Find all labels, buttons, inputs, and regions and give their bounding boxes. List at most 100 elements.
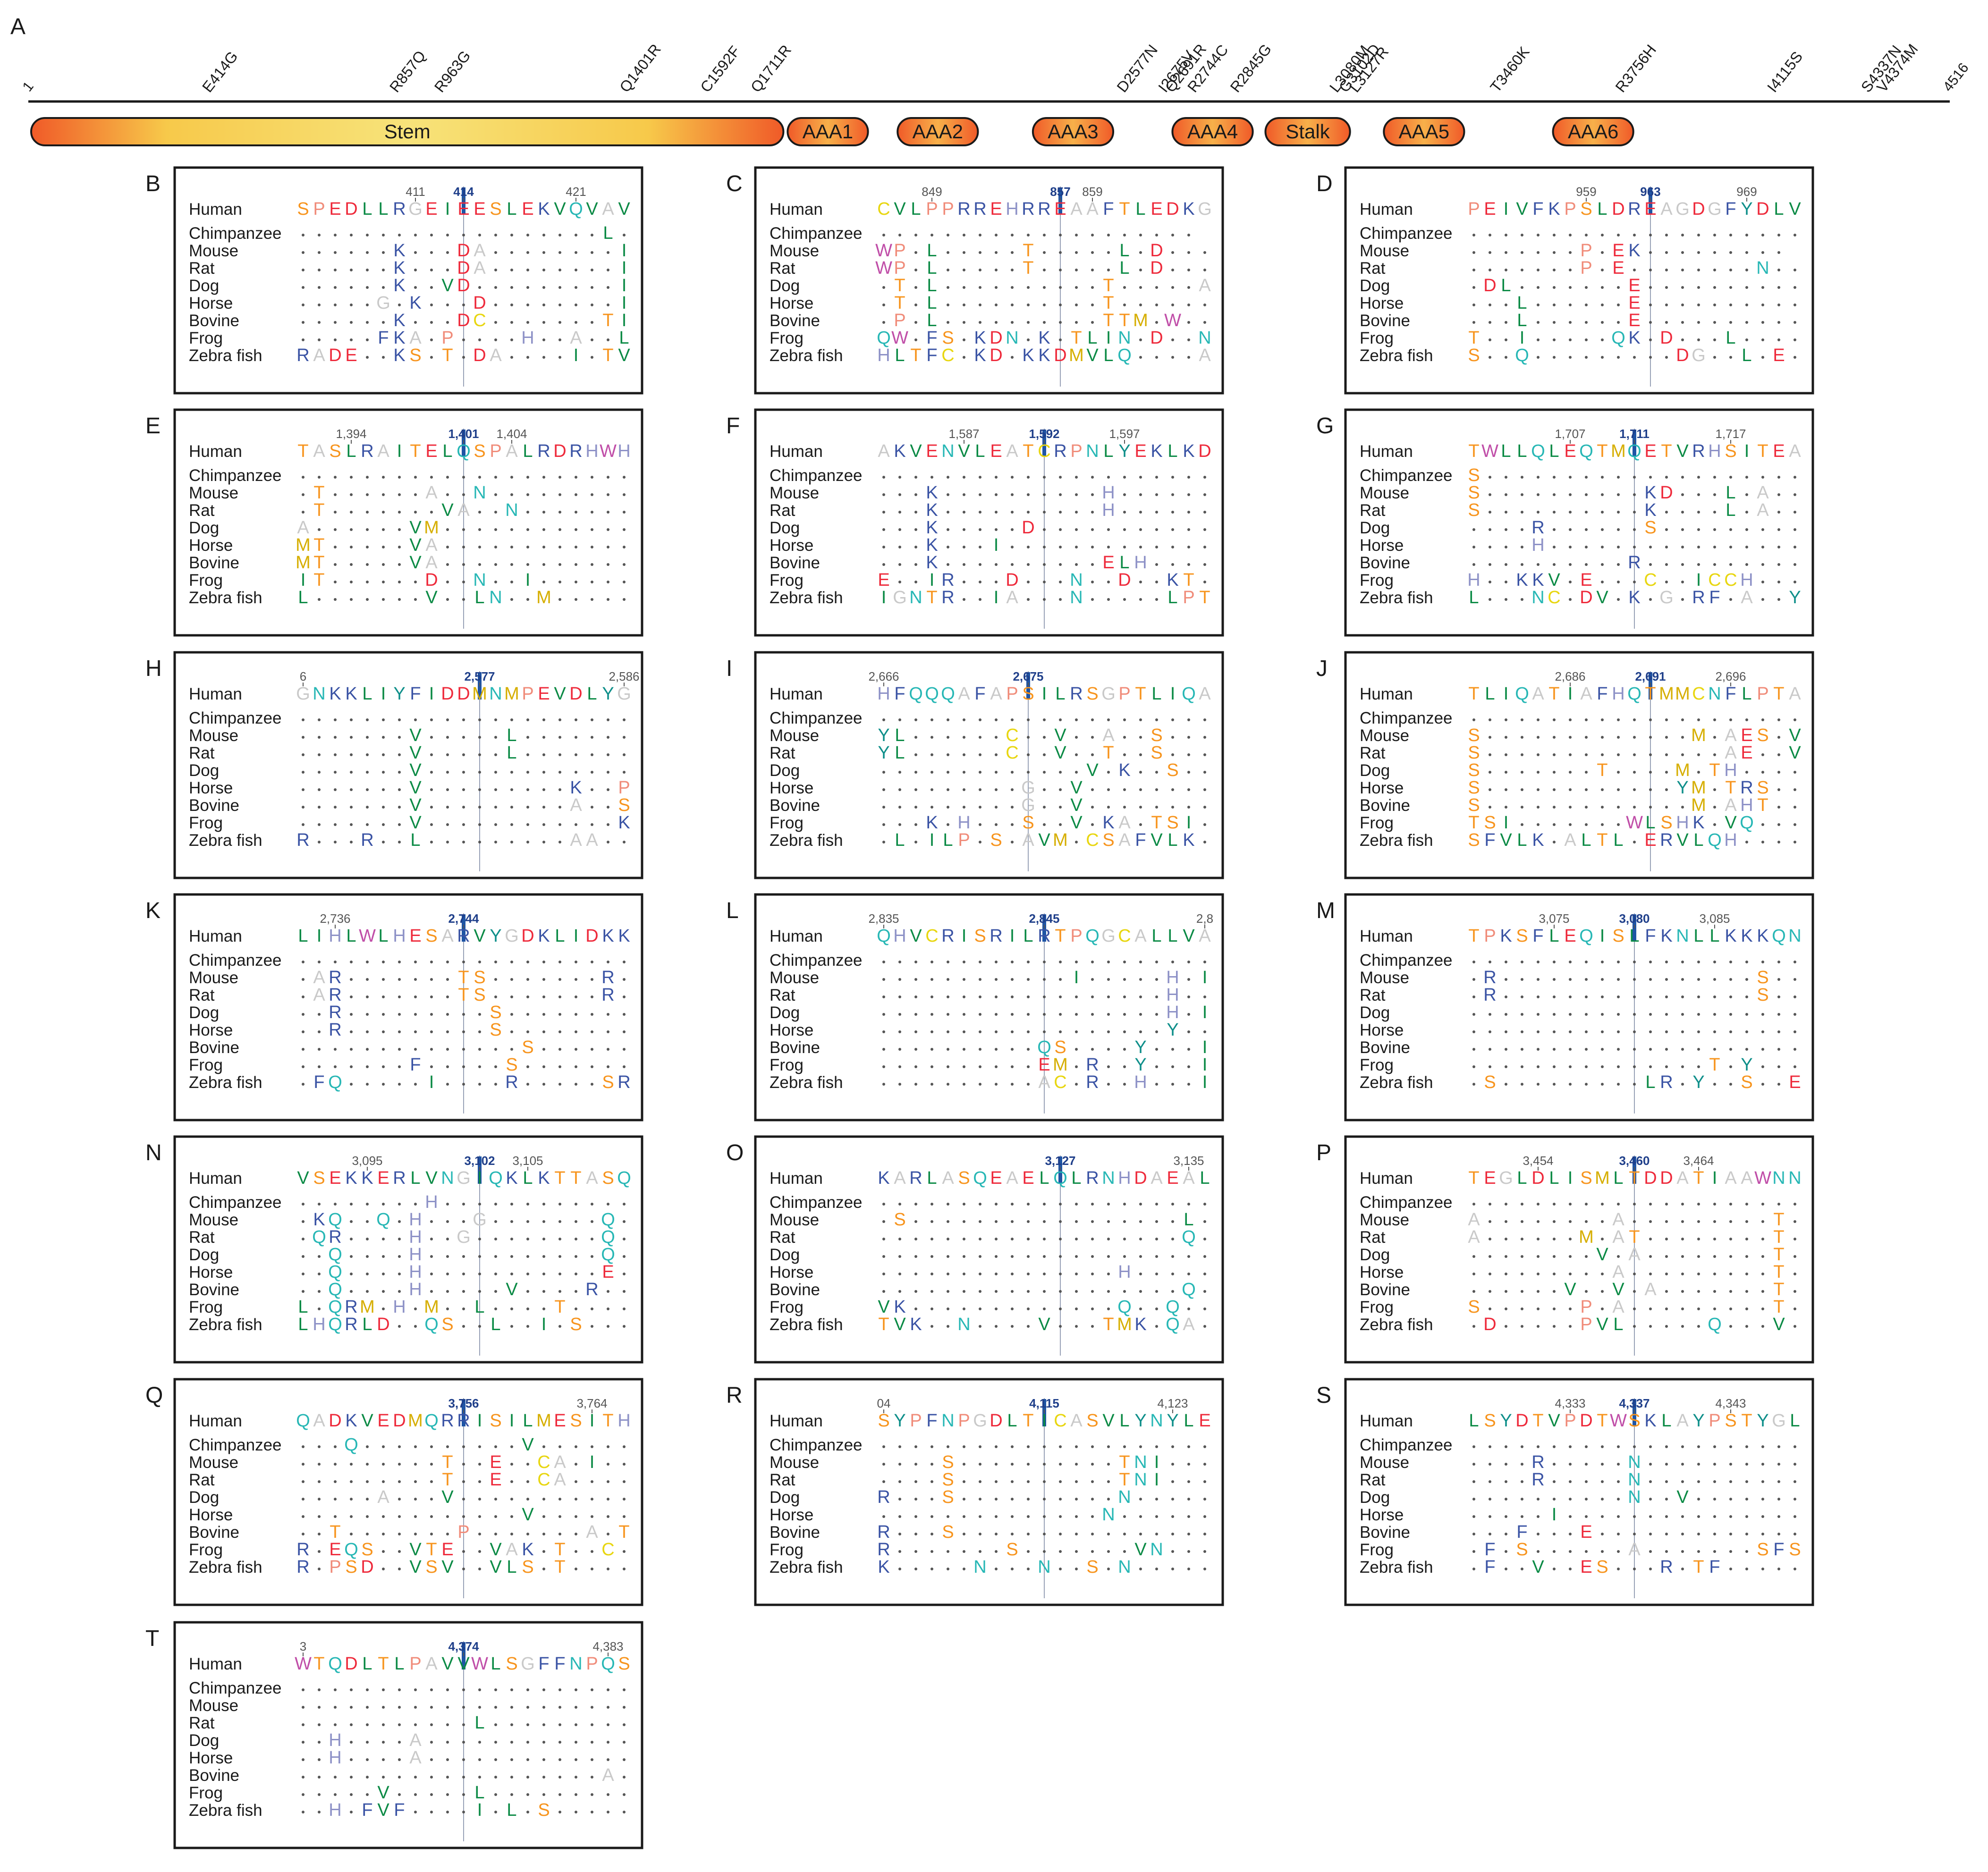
identity-dot [1617,753,1620,756]
identity-dot [1091,961,1094,963]
identity-dot [1107,269,1110,271]
residue: S [361,1540,373,1560]
identity-dot [334,598,337,601]
identity-dot [1203,304,1206,306]
residue: L [1485,684,1495,704]
identity-dot [979,1048,981,1051]
residue: M [1069,346,1084,365]
residue: L [1726,328,1735,348]
identity-dot [1139,511,1142,514]
position-tick-label: 2,8 [1196,911,1213,926]
species-label: Frog [770,814,804,832]
residue: P [1118,684,1130,704]
residue: R [1086,1168,1099,1188]
identity-dot [1139,718,1142,721]
identity-dot [1665,1238,1668,1240]
residue: F [974,684,985,704]
identity-dot [382,493,385,496]
identity-dot [366,978,369,981]
identity-dot [542,286,545,289]
identity-dot [607,251,609,254]
identity-dot [1203,841,1206,843]
residue: T [1773,1245,1784,1265]
residue: M [1053,1055,1068,1075]
identity-dot [1601,736,1604,739]
identity-dot [366,718,369,721]
identity-dot [914,321,917,324]
identity-dot [607,806,609,809]
identity-dot [1537,1325,1540,1328]
residue: W [1626,813,1643,833]
identity-dot [462,1463,465,1466]
identity-dot [1617,1515,1620,1518]
identity-dot [882,1238,885,1240]
identity-dot [898,806,901,809]
identity-dot [1793,841,1796,843]
identity-dot [623,1741,626,1744]
identity-dot [446,234,449,236]
residue: T [1151,813,1162,833]
identity-dot [1585,1515,1588,1518]
identity-dot [526,304,529,306]
identity-dot [607,304,609,306]
identity-dot [1569,1273,1572,1275]
identity-dot [995,1030,998,1033]
identity-dot [1745,1030,1748,1033]
identity-dot [575,823,577,826]
identity-dot [882,476,885,479]
identity-dot [1521,1480,1523,1483]
residue: I [574,926,579,946]
identity-dot [931,771,933,774]
identity-dot [526,823,529,826]
identity-dot [462,736,465,739]
position-tick-label: 3,464 [1683,1154,1714,1168]
identity-dot [914,1290,917,1293]
residue: A [297,518,309,538]
identity-dot [1569,1220,1572,1223]
residue: T [442,1452,453,1472]
identity-dot [1729,286,1732,289]
identity-dot [318,1030,321,1033]
identity-dot [591,1776,593,1779]
identity-dot [558,736,561,739]
species-label: Frog [189,1784,223,1802]
residue: Q [424,1315,439,1334]
residue: E [425,441,437,461]
identity-dot [398,788,401,791]
identity-dot [1745,269,1748,271]
identity-dot [1043,251,1046,254]
panel-frame [754,893,1224,1122]
species-label: Bovine [189,1281,239,1299]
residue: N [1788,1168,1801,1188]
residue: L [474,1713,484,1733]
identity-dot [995,806,998,809]
identity-dot [575,476,577,479]
identity-dot [1697,1273,1700,1275]
identity-dot [1569,338,1572,341]
identity-dot [914,788,917,791]
identity-dot [494,736,497,739]
residue: T [313,483,324,503]
residue: S [618,1654,630,1674]
species-label: Dog [189,1488,219,1507]
residue: D [1006,570,1018,590]
identity-dot [1059,1203,1062,1206]
residue: S [1725,1411,1736,1431]
identity-dot [398,1030,401,1033]
species-label: Bovine [770,796,820,815]
residue: S [345,1557,357,1577]
identity-dot [1043,1290,1046,1293]
identity-dot [1107,1030,1110,1033]
identity-dot [430,269,433,271]
identity-dot [1521,493,1523,496]
identity-dot [430,1688,433,1691]
residue: E [1199,1411,1210,1431]
residue: I [397,441,402,461]
identity-dot [1777,995,1780,998]
species-label: Zebra fish [1360,1073,1433,1092]
identity-dot [478,1568,481,1570]
identity-dot [607,1568,609,1570]
identity-dot [558,1515,561,1518]
residue: Q [328,1245,342,1265]
identity-dot [979,1498,981,1501]
